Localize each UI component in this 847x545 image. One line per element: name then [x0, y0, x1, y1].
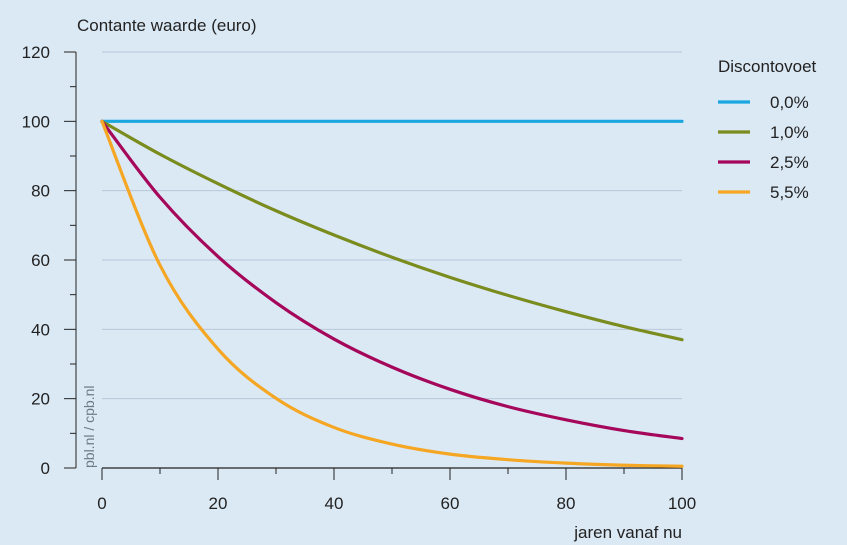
series-line-1 — [100, 119, 684, 342]
legend-label: 2,5% — [770, 153, 809, 172]
x-tick-label: 20 — [209, 494, 228, 513]
legend-label: 0,0% — [770, 93, 809, 112]
y-tick-label: 80 — [31, 182, 50, 201]
y-tick-label: 40 — [31, 320, 50, 339]
series-line-2 — [100, 119, 684, 441]
x-tick-label: 80 — [557, 494, 576, 513]
legend-label: 1,0% — [770, 123, 809, 142]
y-axis-ticks: 0 20 40 60 80 100 120 — [22, 43, 76, 478]
x-tick-label: 100 — [668, 494, 696, 513]
legend-label: 5,5% — [770, 183, 809, 202]
y-tick-label: 60 — [31, 251, 50, 270]
source-label: pbl.nl / cpb.nl — [81, 386, 97, 469]
y-axis-title: Contante waarde (euro) — [77, 16, 257, 35]
y-tick-label: 0 — [41, 459, 50, 478]
x-axis-ticks: 0 20 40 60 80 100 — [97, 468, 696, 513]
y-tick-label: 120 — [22, 43, 50, 62]
legend-title: Discontovoet — [718, 57, 817, 76]
x-axis-title: jaren vanaf nu — [573, 523, 682, 542]
x-tick-label: 0 — [97, 494, 106, 513]
x-tick-label: 40 — [325, 494, 344, 513]
legend: Discontovoet 0,0% 1,0% 2,5% 5,5% — [718, 57, 817, 202]
gridlines — [102, 51, 682, 400]
y-tick-label: 20 — [31, 390, 50, 409]
series-line-3 — [100, 119, 684, 468]
x-tick-label: 60 — [441, 494, 460, 513]
y-tick-label: 100 — [22, 112, 50, 131]
series-lines — [100, 119, 684, 468]
